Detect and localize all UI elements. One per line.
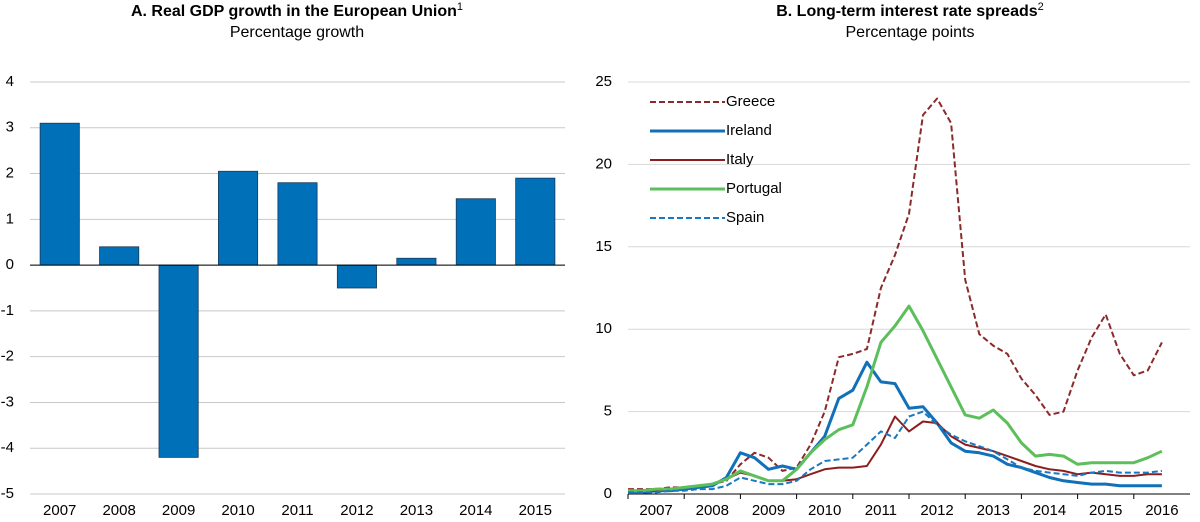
y-tick-label: 0 bbox=[6, 256, 14, 273]
x-tick-label: 2013 bbox=[977, 502, 1010, 519]
legend-label: Ireland bbox=[726, 122, 772, 139]
y-tick-label: 25 bbox=[595, 73, 612, 90]
series-line bbox=[628, 415, 1162, 492]
legend-label: Greece bbox=[726, 93, 775, 110]
bar bbox=[277, 182, 318, 266]
x-tick-label: 2014 bbox=[1033, 502, 1066, 519]
y-tick-label: 3 bbox=[6, 119, 14, 136]
y-tick-label: 5 bbox=[604, 403, 612, 420]
x-tick-label: 2012 bbox=[920, 502, 953, 519]
series-line bbox=[628, 97, 1163, 491]
x-tick-label: 2014 bbox=[459, 502, 492, 519]
bar bbox=[158, 264, 199, 458]
x-tick-label: 2015 bbox=[519, 502, 552, 519]
bar bbox=[396, 257, 437, 266]
y-tick-label: -5 bbox=[1, 485, 14, 502]
x-tick-label: 2010 bbox=[221, 502, 254, 519]
series-line bbox=[628, 410, 1163, 494]
legend-label: Spain bbox=[726, 209, 764, 226]
bar bbox=[218, 170, 259, 266]
x-tick-label: 2008 bbox=[696, 502, 729, 519]
y-tick-label: -4 bbox=[1, 439, 14, 456]
title-note: 2 bbox=[1038, 1, 1044, 13]
x-tick-label: 2009 bbox=[752, 502, 785, 519]
y-tick-label: 4 bbox=[6, 73, 14, 90]
y-tick-label: 0 bbox=[604, 485, 612, 502]
y-tick-label: 15 bbox=[595, 238, 612, 255]
title-text: A. Real GDP growth in the European Union bbox=[131, 3, 457, 20]
bar bbox=[39, 122, 80, 266]
x-tick-label: 2009 bbox=[162, 502, 195, 519]
bar bbox=[455, 198, 496, 266]
bar bbox=[515, 177, 556, 266]
series-line bbox=[628, 304, 1163, 493]
y-tick-label: 20 bbox=[595, 155, 612, 172]
y-tick-label: 10 bbox=[595, 320, 612, 337]
legend-label: Portugal bbox=[726, 180, 782, 197]
x-tick-label: 2010 bbox=[808, 502, 841, 519]
title-note: 1 bbox=[457, 1, 463, 13]
x-tick-label: 2013 bbox=[400, 502, 433, 519]
x-tick-label: 2011 bbox=[865, 502, 897, 519]
y-tick-label: -1 bbox=[1, 302, 14, 319]
x-tick-label: 2011 bbox=[281, 502, 313, 519]
chart-title: A. Real GDP growth in the European Union… bbox=[131, 1, 463, 20]
chart-title: B. Long-term interest rate spreads2 bbox=[776, 1, 1044, 20]
x-tick-label: 2008 bbox=[102, 502, 135, 519]
x-tick-label: 2012 bbox=[340, 502, 373, 519]
legend-label: Italy bbox=[726, 151, 754, 168]
x-tick-label: 2016 bbox=[1145, 502, 1178, 519]
bar bbox=[99, 246, 140, 266]
y-tick-label: -2 bbox=[1, 348, 14, 365]
y-tick-label: 1 bbox=[6, 210, 14, 227]
x-tick-label: 2015 bbox=[1089, 502, 1122, 519]
y-tick-label: 2 bbox=[6, 165, 14, 182]
x-tick-label: 2007 bbox=[639, 502, 672, 519]
chart-subtitle: Percentage points bbox=[846, 24, 975, 41]
chart-subtitle: Percentage growth bbox=[230, 24, 364, 41]
x-tick-label: 2007 bbox=[43, 502, 76, 519]
bar bbox=[336, 264, 377, 289]
title-text: B. Long-term interest rate spreads bbox=[776, 3, 1038, 20]
y-tick-label: -3 bbox=[1, 393, 14, 410]
